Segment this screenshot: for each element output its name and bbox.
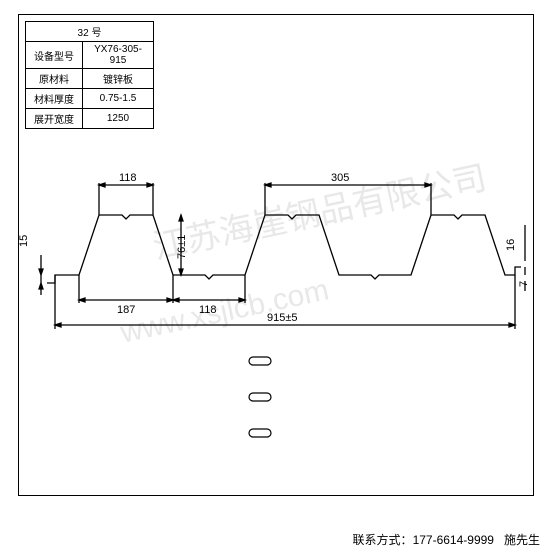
contact-name: 施先生	[504, 533, 540, 547]
contact-line: 联系方式：177-6614-9999 施先生	[353, 531, 540, 548]
dim-left-height: 15	[19, 235, 30, 247]
slot-icon	[249, 393, 271, 401]
dim-right-lip: 7	[518, 281, 530, 287]
dim-overall: 915±5	[267, 312, 298, 324]
slot-icon	[249, 357, 271, 365]
dim-rib-height: 76±1	[176, 235, 188, 259]
dim-top-trap: 118	[119, 172, 137, 184]
deck-profile-path	[47, 215, 521, 283]
dim-bottom-left: 187	[117, 304, 135, 316]
contact-phone: 177-6614-9999	[413, 533, 494, 547]
dim-span-right: 305	[331, 172, 349, 184]
drawing-frame: 江苏海崖钢品有限公司 www.xsjlcb.com 32 号 设备型号 YX76…	[18, 14, 534, 496]
dim-right-height: 16	[505, 239, 517, 251]
profile-drawing: 118 305 15 76±1 187 118 16 7 915±5	[19, 15, 533, 495]
contact-label: 联系方式：	[353, 533, 413, 547]
dim-bottom-mid: 118	[199, 304, 217, 316]
slot-icon	[249, 429, 271, 437]
